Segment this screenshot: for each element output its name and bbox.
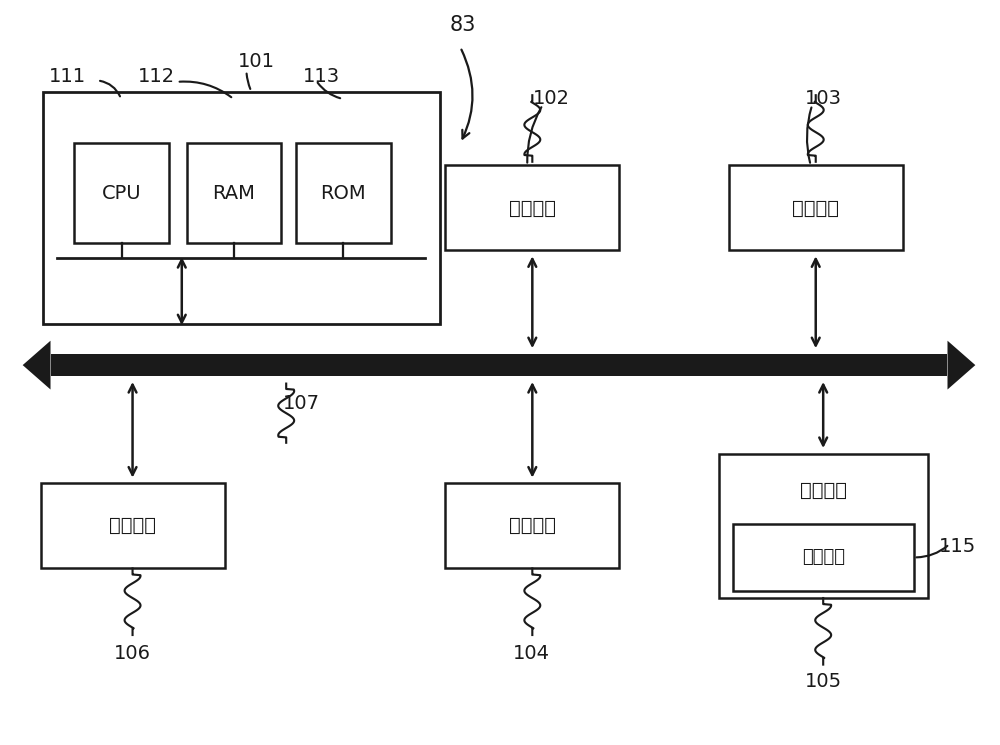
Text: 83: 83 [450, 15, 476, 35]
Text: 105: 105 [805, 672, 842, 691]
Bar [445, 165, 619, 250]
Text: 显示装置: 显示装置 [509, 516, 556, 536]
Bar [43, 92, 440, 324]
Text: 输出装置: 输出装置 [792, 198, 839, 218]
Text: 107: 107 [283, 394, 320, 413]
Text: ROM: ROM [321, 184, 366, 203]
Text: 101: 101 [238, 52, 275, 72]
Text: 记录介质: 记录介质 [802, 548, 845, 566]
Bar [733, 524, 914, 591]
Bar [296, 143, 391, 243]
Bar [719, 454, 928, 598]
Polygon shape [948, 340, 975, 390]
Text: 115: 115 [939, 536, 976, 556]
Text: 106: 106 [114, 644, 151, 663]
Text: 外部接口: 外部接口 [109, 516, 156, 536]
Text: 存储装置: 存储装置 [800, 481, 847, 501]
Text: RAM: RAM [213, 184, 255, 203]
Text: 113: 113 [302, 67, 340, 86]
Bar [187, 143, 281, 243]
Bar [74, 143, 169, 243]
Text: 103: 103 [805, 89, 842, 109]
Text: 112: 112 [138, 67, 175, 86]
Text: 111: 111 [49, 67, 86, 86]
Bar [445, 484, 619, 568]
Text: 102: 102 [533, 89, 570, 109]
Polygon shape [23, 340, 51, 390]
Text: 104: 104 [513, 644, 550, 663]
Bar [51, 354, 947, 376]
Text: CPU: CPU [102, 184, 141, 203]
Text: 输入装置: 输入装置 [509, 198, 556, 218]
Bar [41, 484, 225, 568]
Bar [729, 165, 903, 250]
